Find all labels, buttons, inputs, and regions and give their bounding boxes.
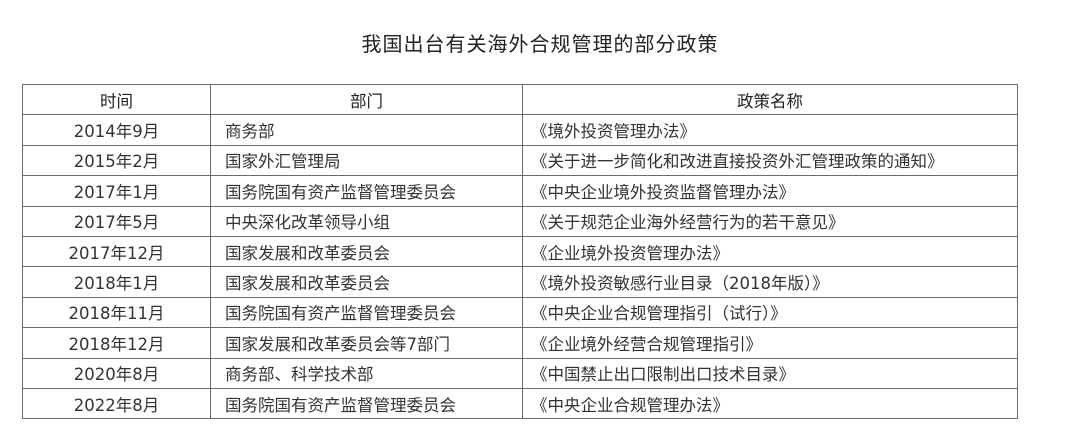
department-cell: 国家发展和改革委员会等7部门 [210,327,523,359]
policy-name-cell: 《企业境外经营合规管理指引》 [522,327,1018,359]
department-cell: 商务部 [210,114,523,146]
department-cell: 国家发展和改革委员会 [210,266,523,298]
table-row: 2017年5月 中央深化改革领导小组 《关于规范企业海外经营行为的若干意见》 [22,205,1018,237]
table-row: 2017年1月 国务院国有资产监督管理委员会 《中央企业境外投资监督管理办法》 [22,175,1018,207]
policy-name-cell: 《境外投资敏感行业目录（2018年版）》 [522,266,1018,298]
time-cell: 2018年12月 [22,327,211,359]
policy-name-cell: 《企业境外投资管理办法》 [522,235,1018,268]
policy-name-cell: 《中央企业合规管理办法》 [522,387,1018,420]
department-cell: 中央深化改革领导小组 [210,205,523,237]
department-cell: 国务院国有资产监督管理委员会 [210,387,523,420]
policy-name-cell: 《关于规范企业海外经营行为的若干意见》 [522,205,1018,237]
department-cell: 国务院国有资产监督管理委员会 [210,175,523,207]
department-cell: 国家外汇管理局 [210,144,523,177]
table-row: 2017年12月 国家发展和改革委员会 《企业境外投资管理办法》 [22,235,1018,268]
table-row: 2018年12月 国家发展和改革委员会等7部门 《企业境外经营合规管理指引》 [22,327,1018,359]
policy-name-cell: 《关于进一步简化和改进直接投资外汇管理政策的通知》 [522,144,1018,177]
policy-table: 时间 部门 政策名称 2014年9月 商务部 《境外投资管理办法》 2015年2月 国家… [22,83,1018,420]
header-department: 部门 [210,83,523,116]
time-cell: 2017年5月 [22,205,211,237]
department-cell: 国务院国有资产监督管理委员会 [210,296,523,329]
page-title: 我国出台有关海外合规管理的部分政策 [361,32,719,56]
department-cell: 商务部、科学技术部 [210,357,523,389]
policy-name-cell: 《中国禁止出口限制出口技术目录》 [522,357,1018,389]
time-cell: 2017年12月 [22,235,211,268]
time-cell: 2015年2月 [22,144,211,177]
time-cell: 2020年8月 [22,357,211,389]
table-row: 2018年1月 国家发展和改革委员会 《境外投资敏感行业目录（2018年版）》 [22,266,1018,298]
policy-name-cell: 《境外投资管理办法》 [522,114,1018,146]
time-cell: 2014年9月 [22,114,211,146]
table-row: 2022年8月 国务院国有资产监督管理委员会 《中央企业合规管理办法》 [22,387,1018,420]
policy-name-cell: 《中央企业合规管理指引（试行）》 [522,296,1018,329]
table-row: 2018年11月 国务院国有资产监督管理委员会 《中央企业合规管理指引（试行）》 [22,296,1018,329]
policy-name-cell: 《中央企业境外投资监督管理办法》 [522,175,1018,207]
department-cell: 国家发展和改革委员会 [210,235,523,268]
table-row: 2014年9月 商务部 《境外投资管理办法》 [22,114,1018,146]
time-cell: 2018年11月 [22,296,211,329]
header-policy-name: 政策名称 [522,83,1018,116]
header-time: 时间 [22,83,211,116]
table-row: 2015年2月 国家外汇管理局 《关于进一步简化和改进直接投资外汇管理政策的通知》 [22,144,1018,177]
time-cell: 2022年8月 [22,387,211,420]
table-row: 2020年8月 商务部、科学技术部 《中国禁止出口限制出口技术目录》 [22,357,1018,389]
time-cell: 2017年1月 [22,175,211,207]
table-header-row: 时间 部门 政策名称 [22,83,1018,116]
time-cell: 2018年1月 [22,266,211,298]
